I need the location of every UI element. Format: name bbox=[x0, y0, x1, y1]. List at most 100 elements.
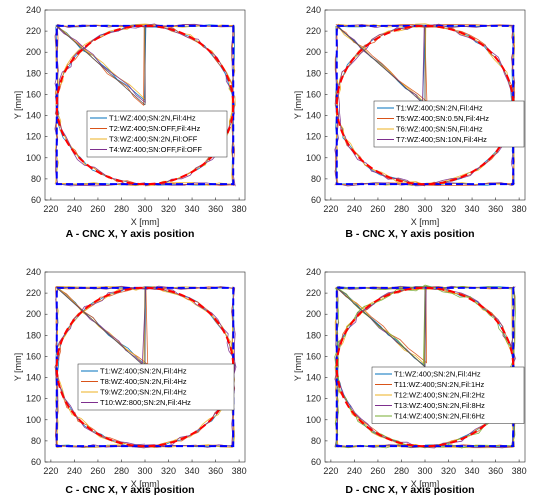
x-tick-label: 240 bbox=[347, 204, 362, 214]
y-tick-label: 200 bbox=[306, 47, 321, 57]
panel-caption: C - CNC X, Y axis position bbox=[65, 484, 194, 496]
x-axis-label: X [mm] bbox=[131, 479, 160, 489]
reference-diagonal bbox=[336, 287, 426, 368]
x-tick-label: 220 bbox=[323, 204, 338, 214]
x-tick-label: 300 bbox=[137, 204, 152, 214]
y-axis-label: Y [mm] bbox=[293, 353, 303, 381]
x-tick-label: 300 bbox=[137, 466, 152, 476]
legend-label: T1:WZ:400;SN:2N,Fil:4Hz bbox=[396, 104, 483, 113]
y-tick-label: 140 bbox=[306, 111, 321, 121]
y-tick-label: 80 bbox=[311, 436, 321, 446]
y-tick-label: 220 bbox=[306, 288, 321, 298]
legend-label: T1:WZ:400;SN:2N,Fil:4Hz bbox=[100, 367, 187, 376]
legend: T1:WZ:400;SN:2N,Fil:4HzT2:WZ:400;SN:OFF,… bbox=[86, 110, 228, 158]
legend-label: T13:WZ:400;SN:2N,Fil:8Hz bbox=[394, 401, 485, 410]
x-tick-label: 300 bbox=[417, 466, 432, 476]
y-tick-label: 120 bbox=[26, 394, 41, 404]
x-tick-label: 300 bbox=[417, 204, 432, 214]
x-tick-label: 240 bbox=[347, 466, 362, 476]
x-tick-label: 320 bbox=[161, 204, 176, 214]
y-tick-label: 80 bbox=[311, 174, 321, 184]
x-tick-label: 380 bbox=[232, 204, 247, 214]
x-tick-label: 360 bbox=[488, 204, 503, 214]
legend-label: T8:WZ:400;SN:2N,Fil:4Hz bbox=[100, 377, 187, 386]
y-axis-label: Y [mm] bbox=[13, 91, 23, 119]
y-tick-label: 180 bbox=[306, 330, 321, 340]
x-tick-label: 360 bbox=[208, 204, 223, 214]
legend-label: T10:WZ:800;SN:2N,Fil:4Hz bbox=[100, 398, 191, 407]
y-tick-label: 80 bbox=[31, 174, 41, 184]
x-tick-label: 240 bbox=[67, 204, 82, 214]
y-tick-label: 200 bbox=[26, 47, 41, 57]
y-axis-label: Y [mm] bbox=[13, 353, 23, 381]
y-tick-label: 220 bbox=[306, 26, 321, 36]
y-tick-label: 160 bbox=[306, 351, 321, 361]
y-tick-label: 140 bbox=[26, 373, 41, 383]
panel-d: 220 240 260 280 300 320 340 360 380 60 80 100 120 140… bbox=[293, 267, 527, 496]
x-tick-label: 340 bbox=[465, 204, 480, 214]
x-tick-label: 380 bbox=[232, 466, 247, 476]
x-axis-label: X [mm] bbox=[411, 217, 440, 227]
legend-label: T6:WZ:400;SN:5N,Fil:4Hz bbox=[396, 125, 483, 134]
x-tick-label: 220 bbox=[323, 466, 338, 476]
panel-c: 220 240 260 280 300 320 340 360 380 60 80 100 120 140… bbox=[13, 267, 247, 496]
y-tick-label: 160 bbox=[26, 351, 41, 361]
y-tick-label: 180 bbox=[26, 330, 41, 340]
y-tick-label: 60 bbox=[31, 457, 41, 467]
x-tick-label: 260 bbox=[370, 466, 385, 476]
panel-caption: D - CNC X, Y axis position bbox=[345, 484, 474, 496]
y-tick-label: 220 bbox=[26, 26, 41, 36]
reference-diagonal bbox=[336, 25, 426, 106]
x-tick-label: 280 bbox=[394, 466, 409, 476]
legend-label: T14:WZ:400;SN:2N,Fil:6Hz bbox=[394, 412, 485, 421]
x-tick-label: 360 bbox=[488, 466, 503, 476]
legend-box bbox=[371, 366, 525, 424]
legend: T1:WZ:400;SN:2N,Fil:4HzT11:WZ:400;SN:2N,… bbox=[371, 366, 525, 424]
y-tick-label: 240 bbox=[26, 267, 41, 277]
y-tick-label: 120 bbox=[306, 394, 321, 404]
x-tick-label: 280 bbox=[114, 466, 129, 476]
x-tick-label: 280 bbox=[114, 204, 129, 214]
y-tick-label: 160 bbox=[306, 89, 321, 99]
y-tick-label: 60 bbox=[311, 195, 321, 205]
y-tick-label: 240 bbox=[306, 5, 321, 15]
legend-label: T2:WZ:400;SN:OFF,Fil:4Hz bbox=[109, 124, 201, 133]
x-tick-label: 340 bbox=[185, 466, 200, 476]
x-tick-label: 220 bbox=[43, 466, 58, 476]
y-tick-label: 160 bbox=[26, 89, 41, 99]
y-tick-label: 140 bbox=[306, 373, 321, 383]
legend: T1:WZ:400;SN:2N,Fil:4HzT5:WZ:400;SN:0.5N… bbox=[373, 100, 525, 148]
x-tick-label: 360 bbox=[208, 466, 223, 476]
legend-box bbox=[77, 363, 235, 411]
y-tick-label: 140 bbox=[26, 111, 41, 121]
reference-circle bbox=[55, 24, 235, 186]
x-tick-label: 220 bbox=[43, 204, 58, 214]
reference-diagonal bbox=[56, 287, 146, 368]
legend-label: T3:WZ:400;SN:2N,Fil:OFF bbox=[109, 135, 198, 144]
x-tick-label: 320 bbox=[161, 466, 176, 476]
x-tick-label: 340 bbox=[465, 466, 480, 476]
x-tick-label: 260 bbox=[90, 204, 105, 214]
panel-a: 220 240 260 280 300 320 340 360 380 60 80 100 120 140… bbox=[13, 5, 247, 240]
x-tick-label: 320 bbox=[441, 204, 456, 214]
legend-label: T1:WZ:400;SN:2N,Fil:4Hz bbox=[394, 370, 481, 379]
panel-caption: B - CNC X, Y axis position bbox=[345, 228, 474, 240]
legend-box bbox=[373, 100, 525, 148]
y-tick-label: 180 bbox=[306, 68, 321, 78]
y-tick-label: 120 bbox=[26, 132, 41, 142]
legend-label: T12:WZ:400;SN:2N,Fil:2Hz bbox=[394, 391, 485, 400]
x-tick-label: 260 bbox=[90, 466, 105, 476]
y-tick-label: 60 bbox=[31, 195, 41, 205]
legend-label: T1:WZ:400;SN:2N,Fil:4Hz bbox=[109, 114, 196, 123]
y-tick-label: 240 bbox=[306, 267, 321, 277]
y-tick-label: 120 bbox=[306, 132, 321, 142]
panel-caption: A - CNC X, Y axis position bbox=[66, 228, 195, 240]
y-tick-label: 220 bbox=[26, 288, 41, 298]
x-tick-label: 320 bbox=[441, 466, 456, 476]
y-tick-label: 60 bbox=[311, 457, 321, 467]
x-tick-label: 240 bbox=[67, 466, 82, 476]
y-tick-label: 100 bbox=[26, 153, 41, 163]
x-tick-label: 380 bbox=[512, 204, 527, 214]
legend-label: T7:WZ:400;SN:10N,Fil:4Hz bbox=[396, 135, 487, 144]
x-tick-label: 380 bbox=[512, 466, 527, 476]
